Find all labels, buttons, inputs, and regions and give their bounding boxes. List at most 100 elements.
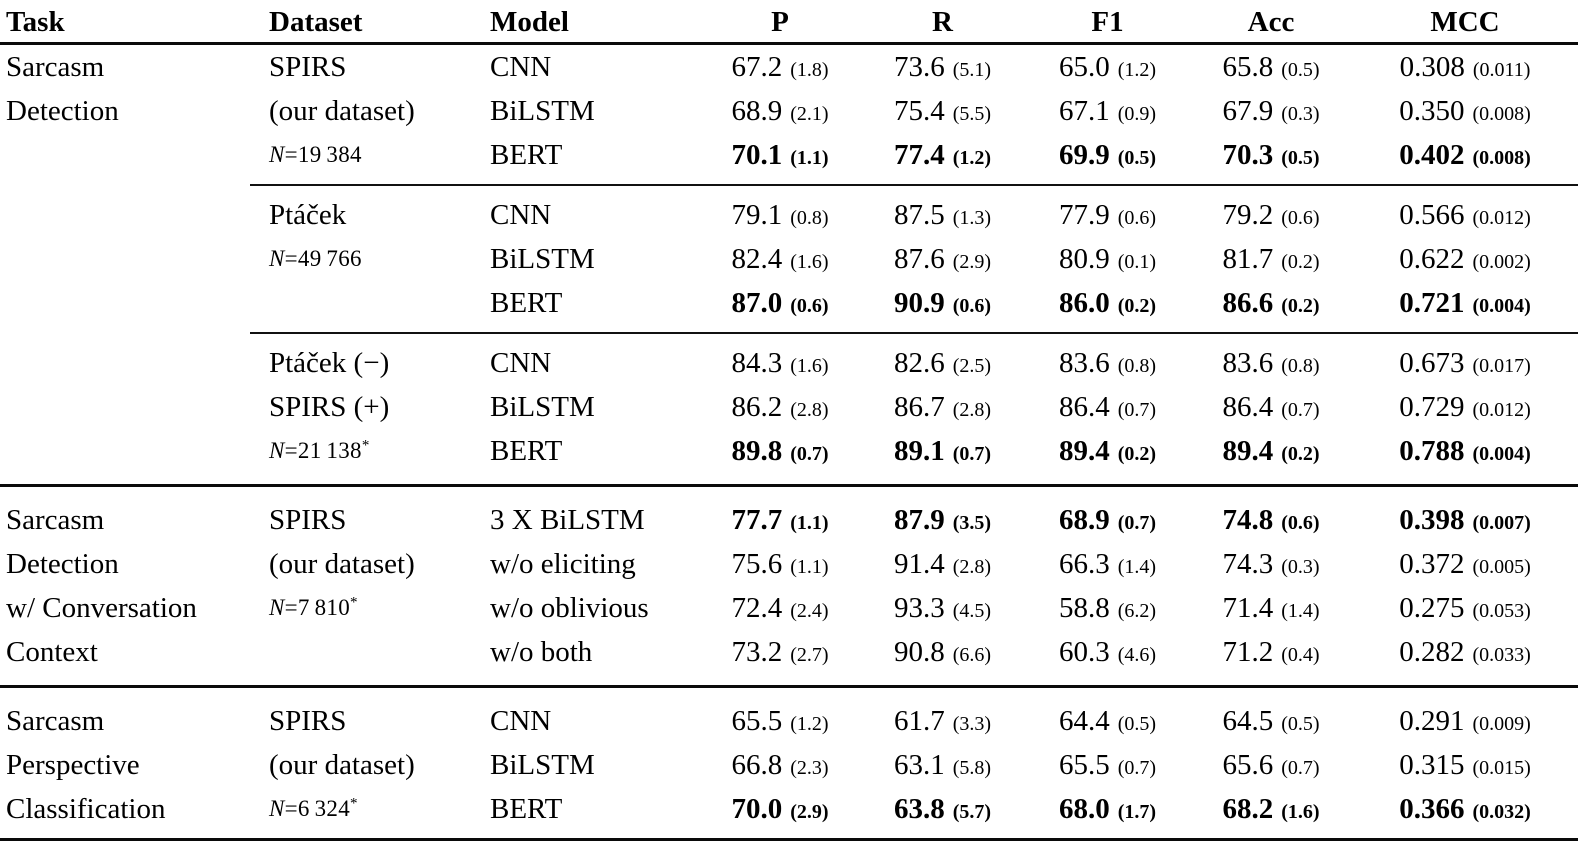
metric-stddev: (3.3) [952, 712, 992, 735]
metric-r-cell: 90.8 (6.6) [860, 636, 1025, 669]
metric-value: 60.3 [1058, 635, 1110, 668]
metric-stddev: (2.5) [952, 354, 992, 377]
metric-stddev: (0.3) [1281, 555, 1320, 578]
task-separator-rule [0, 685, 1578, 688]
metric-stddev: (0.5) [1117, 146, 1157, 169]
metric-value: 73.6 [893, 50, 945, 83]
metric-acc-cell: 74.8 (0.6) [1190, 504, 1352, 537]
metric-r-cell: 91.4 (2.8) [860, 548, 1025, 581]
group-separator-rule [250, 332, 1578, 334]
metric-value: 0.402 [1399, 138, 1465, 171]
metric-f1-cell: 69.9 (0.5) [1025, 139, 1190, 172]
metric-value: 67.1 [1058, 94, 1110, 127]
metric-f1-cell: 64.4 (0.5) [1025, 705, 1190, 738]
metric-stddev: (0.7) [1281, 756, 1320, 779]
metric-mcc-cell: 0.366 (0.032) [1352, 793, 1578, 826]
metric-value: 90.8 [893, 635, 945, 668]
metric-value: 77.9 [1058, 198, 1110, 231]
dataset-cell: N=21 138* [269, 437, 370, 463]
metric-stddev: (0.7) [790, 442, 829, 465]
bottom-rule [0, 838, 1578, 841]
metric-p-cell: 89.8 (0.7) [700, 435, 860, 468]
metric-r-cell: 77.4 (1.2) [860, 139, 1025, 172]
table-row: Perspective (our dataset) BiLSTM 66.8 (2.3) 6… [0, 743, 1578, 787]
metric-p-cell: 66.8 (2.3) [700, 749, 860, 782]
metric-value: 77.7 [731, 503, 783, 536]
metric-r-cell: 87.6 (2.9) [860, 243, 1025, 276]
model-cell: 3 X BiLSTM [490, 503, 645, 536]
metric-mcc-cell: 0.729 (0.012) [1352, 391, 1578, 424]
model-cell: BiLSTM [490, 748, 595, 781]
metric-stddev: (0.7) [1117, 511, 1157, 534]
dataset-cell: (our dataset) [269, 547, 415, 580]
metric-stddev: (0.012) [1472, 206, 1531, 229]
header-rule [0, 42, 1578, 45]
metric-stddev: (0.009) [1472, 712, 1531, 735]
table-row: Sarcasm SPIRS 3 X BiLSTM 77.7 (1.1) 87.9 (3.5)… [0, 498, 1578, 542]
metric-value: 73.2 [731, 635, 783, 668]
metric-value: 65.0 [1058, 50, 1110, 83]
dataset-cell: Ptáček (−) [269, 346, 390, 379]
metric-stddev: (5.8) [952, 756, 992, 779]
metric-mcc-cell: 0.275 (0.053) [1352, 592, 1578, 625]
task-cell: Context [6, 635, 98, 668]
metric-f1-cell: 65.5 (0.7) [1025, 749, 1190, 782]
metric-p-cell: 79.1 (0.8) [700, 199, 860, 232]
metric-stddev: (0.6) [1281, 511, 1320, 534]
metric-value: 64.4 [1058, 704, 1110, 737]
table-row: Detection (our dataset) BiLSTM 68.9 (2.1) 75.… [0, 89, 1578, 133]
metric-stddev: (0.017) [1472, 354, 1531, 377]
metric-value: 93.3 [893, 591, 945, 624]
metric-f1-cell: 89.4 (0.2) [1025, 435, 1190, 468]
metric-value: 83.6 [1058, 346, 1110, 379]
metric-stddev: (0.007) [1472, 511, 1531, 534]
metric-value: 89.4 [1222, 434, 1274, 467]
metric-stddev: (1.3) [952, 206, 992, 229]
metric-value: 0.721 [1399, 286, 1465, 319]
metric-value: 0.372 [1399, 547, 1465, 580]
metric-value: 63.1 [893, 748, 945, 781]
header-dataset: Dataset [269, 6, 363, 38]
task-cell: Sarcasm [6, 50, 105, 83]
metric-value: 89.4 [1058, 434, 1110, 467]
metric-value: 64.5 [1222, 704, 1274, 737]
metric-mcc-cell: 0.402 (0.008) [1352, 139, 1578, 172]
table-row: SPIRS (+) BiLSTM 86.2 (2.8) 86.7 (2.8) 86.4 (0.… [0, 385, 1578, 429]
metric-value: 72.4 [731, 591, 783, 624]
dataset-cell: N=6 324* [269, 795, 358, 821]
metric-stddev: (0.7) [952, 442, 992, 465]
metric-stddev: (1.2) [790, 712, 829, 735]
metric-stddev: (5.1) [952, 58, 992, 81]
metric-value: 66.3 [1058, 547, 1110, 580]
table-header-row: Task Dataset Model P R F1 Acc MCC [0, 2, 1578, 42]
metric-value: 86.4 [1058, 390, 1110, 423]
metric-stddev: (0.3) [1281, 102, 1320, 125]
metric-value: 0.291 [1399, 704, 1465, 737]
metric-mcc-cell: 0.721 (0.004) [1352, 287, 1578, 320]
metric-stddev: (0.2) [1117, 442, 1157, 465]
metric-p-cell: 82.4 (1.6) [700, 243, 860, 276]
metric-stddev: (0.5) [1281, 146, 1320, 169]
metric-r-cell: 63.1 (5.8) [860, 749, 1025, 782]
metric-p-cell: 73.2 (2.7) [700, 636, 860, 669]
metric-f1-cell: 83.6 (0.8) [1025, 347, 1190, 380]
metric-mcc-cell: 0.308 (0.011) [1352, 51, 1578, 84]
task-cell: Detection [6, 94, 119, 127]
metric-stddev: (6.6) [952, 643, 992, 666]
table-row: Sarcasm SPIRS CNN 65.5 (1.2) 61.7 (3.3) 64.4 (0.… [0, 699, 1578, 743]
dataset-cell: SPIRS [269, 503, 347, 536]
task-separator-rule [0, 484, 1578, 487]
metric-acc-cell: 71.4 (1.4) [1190, 592, 1352, 625]
metric-f1-cell: 60.3 (4.6) [1025, 636, 1190, 669]
model-cell: CNN [490, 50, 552, 83]
dataset-cell: SPIRS [269, 704, 347, 737]
metric-stddev: (2.3) [790, 756, 829, 779]
metric-acc-cell: 65.6 (0.7) [1190, 749, 1352, 782]
metric-stddev: (2.8) [952, 555, 992, 578]
metric-stddev: (0.6) [790, 294, 829, 317]
metric-stddev: (0.2) [1281, 442, 1320, 465]
metric-value: 70.0 [731, 792, 783, 825]
metric-acc-cell: 64.5 (0.5) [1190, 705, 1352, 738]
metric-value: 0.622 [1399, 242, 1465, 275]
table-row: N=19 384 BERT 70.1 (1.1) 77.4 (1.2) 69.9 (0.5) 7… [0, 133, 1578, 177]
